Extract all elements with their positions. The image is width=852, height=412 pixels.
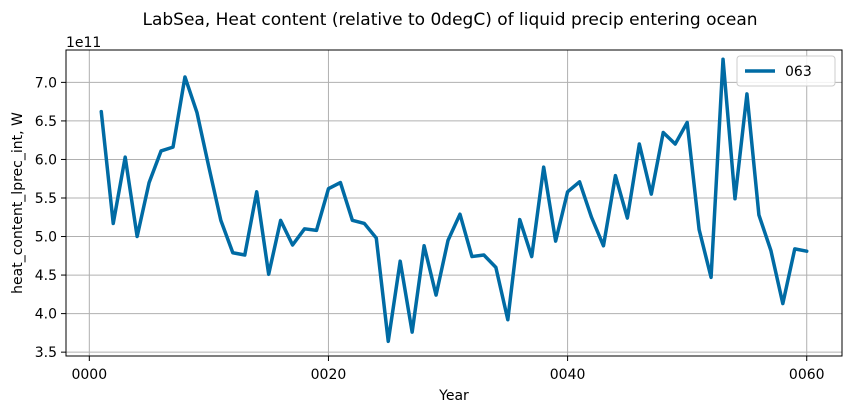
plot-frame	[65, 49, 843, 357]
legend-box	[736, 55, 836, 87]
series-lines	[99, 57, 809, 344]
legend-label-063: 063	[785, 64, 812, 80]
y-tick-label: 6.0	[35, 152, 57, 168]
y-axis-label: heat_content_lprec_int, W	[10, 112, 26, 294]
y-tick-label: 5.0	[35, 230, 57, 246]
y-offset-label: 1e11	[66, 35, 101, 51]
y-axis-ticks: 3.5 4.0 4.5 5.0 5.5 6.0 6.5 7.0	[35, 75, 66, 361]
x-tick-label: 0000	[71, 367, 107, 383]
x-tick-label: 0040	[550, 367, 586, 383]
x-axis-label: Year	[438, 388, 469, 404]
y-tick-label: 7.0	[35, 75, 57, 91]
chart-title: LabSea, Heat content (relative to 0degC)…	[142, 10, 757, 30]
grid-lines	[66, 50, 842, 356]
y-tick-label: 5.5	[35, 191, 57, 207]
x-tick-label: 0020	[311, 367, 347, 383]
y-tick-label: 6.5	[35, 114, 57, 130]
x-tick-label: 0060	[789, 367, 825, 383]
y-tick-label: 3.5	[35, 345, 57, 361]
y-tick-label: 4.5	[35, 268, 57, 284]
legend: 063	[736, 55, 836, 87]
y-tick-label: 4.0	[35, 307, 57, 323]
series-line-063	[99, 57, 809, 344]
x-axis-ticks: 0000 0020 0040 0060	[71, 356, 825, 383]
